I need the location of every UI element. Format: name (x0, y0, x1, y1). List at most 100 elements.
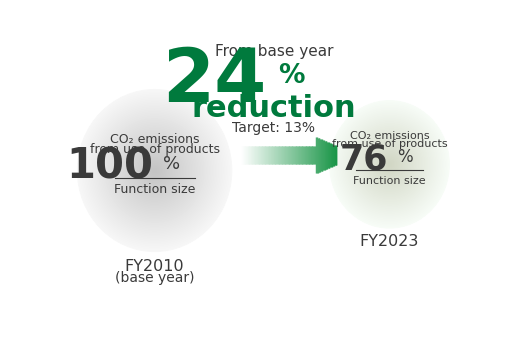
Ellipse shape (362, 135, 417, 193)
Ellipse shape (351, 123, 428, 206)
Ellipse shape (141, 156, 168, 185)
Ellipse shape (147, 163, 162, 179)
Ellipse shape (144, 159, 165, 182)
Ellipse shape (330, 101, 449, 228)
Ellipse shape (375, 149, 404, 180)
Ellipse shape (350, 122, 429, 207)
Ellipse shape (350, 122, 429, 206)
Ellipse shape (113, 127, 196, 214)
Ellipse shape (133, 148, 176, 193)
Ellipse shape (78, 90, 232, 251)
Ellipse shape (382, 157, 397, 172)
Ellipse shape (149, 165, 160, 176)
Ellipse shape (385, 159, 394, 169)
Ellipse shape (126, 141, 183, 200)
Ellipse shape (146, 162, 163, 179)
Ellipse shape (346, 117, 434, 211)
Text: %: % (163, 155, 180, 173)
Text: reduction: reduction (192, 94, 356, 123)
Ellipse shape (332, 103, 448, 226)
Ellipse shape (363, 137, 416, 192)
Ellipse shape (102, 115, 208, 226)
Ellipse shape (382, 156, 397, 173)
Ellipse shape (371, 145, 408, 184)
Ellipse shape (376, 150, 403, 179)
Ellipse shape (140, 155, 169, 186)
Ellipse shape (359, 132, 420, 197)
Ellipse shape (94, 107, 215, 234)
Ellipse shape (107, 120, 203, 221)
Ellipse shape (119, 133, 190, 208)
Ellipse shape (116, 129, 194, 212)
Ellipse shape (389, 164, 390, 165)
Ellipse shape (87, 99, 222, 242)
Ellipse shape (386, 161, 393, 168)
Text: FY2023: FY2023 (360, 234, 419, 249)
Ellipse shape (97, 110, 212, 231)
Ellipse shape (145, 160, 165, 181)
Ellipse shape (385, 160, 394, 169)
Ellipse shape (118, 132, 192, 209)
Ellipse shape (98, 111, 211, 229)
Ellipse shape (383, 158, 395, 171)
Ellipse shape (364, 138, 414, 191)
Ellipse shape (387, 162, 392, 167)
Ellipse shape (91, 104, 219, 238)
Ellipse shape (103, 116, 206, 225)
Ellipse shape (125, 140, 184, 201)
Text: %: % (278, 63, 304, 89)
Ellipse shape (386, 161, 393, 167)
Ellipse shape (367, 141, 411, 188)
Ellipse shape (97, 111, 211, 230)
Ellipse shape (381, 155, 398, 173)
Ellipse shape (356, 129, 423, 200)
Ellipse shape (356, 129, 422, 199)
Ellipse shape (337, 108, 442, 220)
Ellipse shape (331, 102, 448, 227)
Ellipse shape (81, 94, 228, 247)
Ellipse shape (111, 125, 198, 216)
Ellipse shape (358, 131, 421, 197)
Ellipse shape (88, 100, 222, 241)
Ellipse shape (132, 147, 177, 194)
Ellipse shape (338, 110, 441, 219)
Ellipse shape (90, 103, 219, 238)
Ellipse shape (114, 128, 195, 213)
Ellipse shape (373, 147, 406, 181)
Text: 24: 24 (162, 46, 266, 118)
Ellipse shape (134, 149, 176, 192)
Ellipse shape (108, 121, 202, 220)
Ellipse shape (120, 134, 189, 207)
Ellipse shape (148, 163, 162, 178)
Ellipse shape (387, 163, 391, 166)
Ellipse shape (127, 142, 181, 199)
Text: 100: 100 (66, 146, 153, 188)
Ellipse shape (105, 119, 204, 222)
Ellipse shape (362, 134, 418, 194)
Ellipse shape (110, 123, 199, 217)
Ellipse shape (127, 141, 182, 200)
Text: Function size: Function size (114, 182, 195, 196)
Ellipse shape (343, 116, 436, 213)
Text: (base year): (base year) (115, 271, 194, 285)
Ellipse shape (129, 144, 180, 197)
Ellipse shape (336, 108, 442, 221)
Ellipse shape (78, 91, 231, 251)
Text: Target: 13%: Target: 13% (233, 121, 315, 135)
Ellipse shape (342, 114, 437, 214)
Text: Function size: Function size (353, 176, 426, 186)
Ellipse shape (80, 92, 229, 249)
Ellipse shape (352, 125, 427, 204)
Ellipse shape (111, 125, 198, 217)
Ellipse shape (343, 115, 436, 214)
Ellipse shape (151, 166, 159, 175)
Ellipse shape (361, 134, 418, 195)
Ellipse shape (388, 163, 391, 166)
Ellipse shape (353, 126, 426, 203)
Ellipse shape (117, 131, 192, 210)
Ellipse shape (79, 91, 230, 250)
Ellipse shape (342, 114, 437, 215)
Ellipse shape (112, 126, 197, 215)
Ellipse shape (334, 105, 445, 223)
Ellipse shape (341, 113, 438, 216)
